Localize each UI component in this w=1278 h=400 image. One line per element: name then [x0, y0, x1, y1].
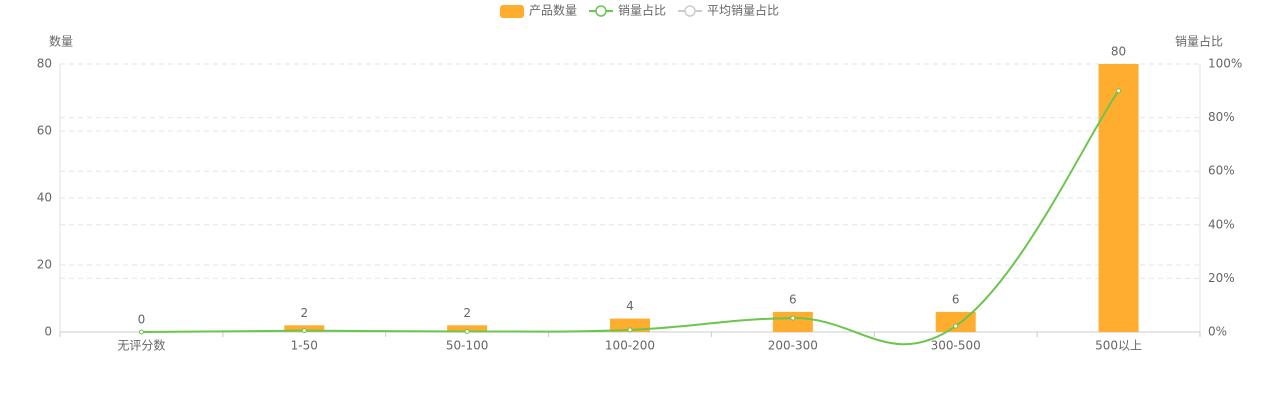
y2-axis-label: 销量占比 [1175, 34, 1223, 49]
line-point [301, 328, 307, 334]
x-tick-label: 1-50 [291, 339, 318, 353]
line-point [790, 315, 796, 321]
data-label: 0 [138, 313, 146, 327]
bar [772, 311, 813, 332]
data-label: 4 [626, 299, 634, 313]
y2-tick-label: 40% [1208, 217, 1235, 231]
x-tick-label: 100-200 [605, 339, 655, 353]
legend-label[interactable]: 平均销量占比 [707, 3, 779, 18]
y2-tick-label: 80% [1208, 110, 1235, 124]
y-axis-label: 数量 [49, 34, 73, 49]
line-point [627, 327, 633, 333]
data-label: 6 [789, 292, 797, 306]
y-tick-label: 80 [37, 57, 52, 71]
x-tick-label: 500以上 [1095, 339, 1142, 353]
y2-tick-label: 60% [1208, 164, 1235, 178]
line-point [464, 328, 470, 334]
data-label: 6 [952, 292, 960, 306]
legend-swatch [684, 5, 696, 17]
y-tick-label: 60 [37, 124, 52, 138]
x-tick-label: 300-500 [931, 339, 981, 353]
y2-tick-label: 0% [1208, 325, 1227, 339]
bar [935, 311, 976, 332]
y-tick-label: 0 [44, 325, 52, 339]
legend-swatch [595, 5, 607, 17]
legend-swatch [500, 5, 524, 18]
bar [1098, 64, 1139, 332]
y2-tick-label: 100% [1208, 57, 1242, 71]
line-point [1116, 88, 1122, 94]
data-label: 80 [1111, 45, 1126, 59]
x-tick-label: 200-300 [768, 339, 818, 353]
line-point [953, 323, 959, 329]
y-tick-label: 40 [37, 191, 52, 205]
y2-tick-label: 20% [1208, 271, 1235, 285]
legend-label[interactable]: 销量占比 [618, 3, 666, 18]
x-tick-label: 无评分数 [117, 338, 165, 353]
line [141, 90, 1120, 346]
line-point [138, 329, 144, 335]
data-label: 2 [463, 306, 471, 320]
legend-label[interactable]: 产品数量 [529, 3, 577, 18]
x-tick-label: 50-100 [446, 339, 489, 353]
y-tick-label: 20 [37, 258, 52, 272]
data-label: 2 [300, 306, 308, 320]
bar [447, 325, 488, 332]
